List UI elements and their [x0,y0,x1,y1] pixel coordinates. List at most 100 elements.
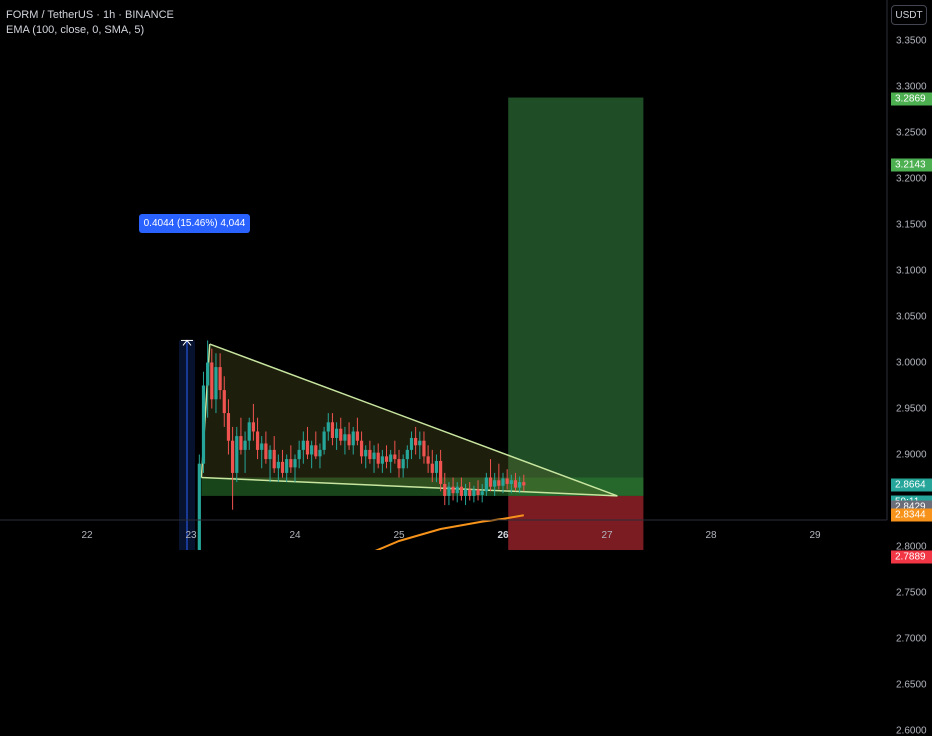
price-axis[interactable]: 3.3500 3.3000 3.2500 3.2000 3.1500 3.1000 3.05… [887,0,932,736]
candle [335,422,339,450]
candle-body [197,463,201,550]
candle [210,348,214,409]
price-label: 3.2869 [891,92,932,106]
price-tick-label: 2.7000 [896,633,927,644]
candle-body [255,431,260,450]
price-tick-label: 2.7500 [896,587,927,598]
candle [343,426,347,455]
candles [197,340,526,550]
stop-zone [508,495,644,550]
price-tick-label: 2.8000 [896,541,927,552]
time-tick-label: 23 [185,530,197,541]
candle-body [359,440,364,457]
candle [239,417,243,455]
candle-body [401,459,405,469]
candle-body [472,489,476,496]
candle [405,445,409,469]
chart-legend: FORM / TetherUS · 1h · BINANCE EMA (100,… [6,8,174,38]
candle [418,431,422,460]
candle-body [389,454,393,462]
candle-body [468,489,472,496]
candle [439,449,443,492]
candle [501,472,505,494]
candle [214,353,218,414]
candle-body [513,480,518,488]
candle-body [222,390,226,414]
candle [206,340,210,418]
time-tick-label: 25 [393,530,405,541]
candle-body [318,449,322,457]
candle-body [293,459,297,468]
measure-arrow [179,339,195,550]
symbol-title[interactable]: FORM / TetherUS · 1h · BINANCE [6,9,174,21]
candle-body [326,422,330,432]
candle-body [447,486,451,496]
candle [297,440,301,469]
candle-body [201,385,206,464]
time-axis[interactable]: 22 23 24 25 26 27 28 29 [0,520,887,550]
candle-body [422,440,426,457]
candle [264,431,268,464]
candle [235,426,239,483]
candle-body [268,449,272,460]
candle [434,454,439,483]
candle-body [335,428,339,438]
candle [393,440,397,464]
candle [493,472,497,496]
position-zones [201,97,644,550]
candle [364,445,368,469]
time-tick-label: 28 [705,530,717,541]
candle [509,474,513,494]
candle-body [347,434,351,446]
candle-body [280,461,285,473]
price-tick-label: 3.1000 [896,265,927,276]
candle-body [443,483,447,496]
price-tick-label: 2.6500 [896,679,927,690]
candle-body [210,362,214,400]
candle [339,417,343,446]
candle [426,445,430,473]
candle [301,431,305,464]
candle-body [434,460,439,473]
candle [505,469,509,490]
candle [463,483,468,506]
candle [218,353,222,400]
candle-body [368,449,372,460]
triangle-lower-line [201,476,618,497]
candle [355,417,359,446]
candle-body [497,480,501,486]
ema-series [374,514,524,550]
candle [476,480,480,501]
candle [397,449,401,478]
candle [243,431,247,473]
price-chart[interactable] [0,0,932,550]
candle-body [239,436,243,450]
price-label: 2.8344 [891,508,932,522]
candle [472,485,476,503]
price-tick-label: 3.0500 [896,311,927,322]
triangle-upper-line [209,343,618,497]
indicator-legend[interactable]: EMA (100, close, 0, SMA, 5) [6,24,145,36]
candle [280,449,285,478]
time-tick-label: 29 [809,530,821,541]
candle [484,472,488,496]
candle [451,477,455,501]
candle-body [305,440,310,455]
candle-body [206,362,210,386]
candle-body [235,436,239,473]
candle [376,443,380,469]
candle-body [451,486,455,494]
ema-line [374,514,524,550]
price-tick-label: 3.3000 [896,81,927,92]
candle-body [314,445,318,457]
time-tick-label: 24 [289,530,301,541]
price-label: 2.8664 [891,478,932,492]
candle-body [488,477,493,487]
candle-body [484,477,488,492]
candle-body [518,482,522,488]
candle-body [243,440,247,450]
candle-body [289,459,293,468]
currency-button[interactable]: USDT [891,5,927,25]
price-tick-label: 2.9500 [896,403,927,414]
candle-body [372,452,376,460]
